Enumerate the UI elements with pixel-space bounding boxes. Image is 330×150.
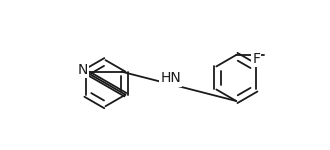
Text: N: N [78, 63, 88, 77]
Text: F: F [252, 52, 260, 66]
Text: HN: HN [160, 71, 181, 85]
